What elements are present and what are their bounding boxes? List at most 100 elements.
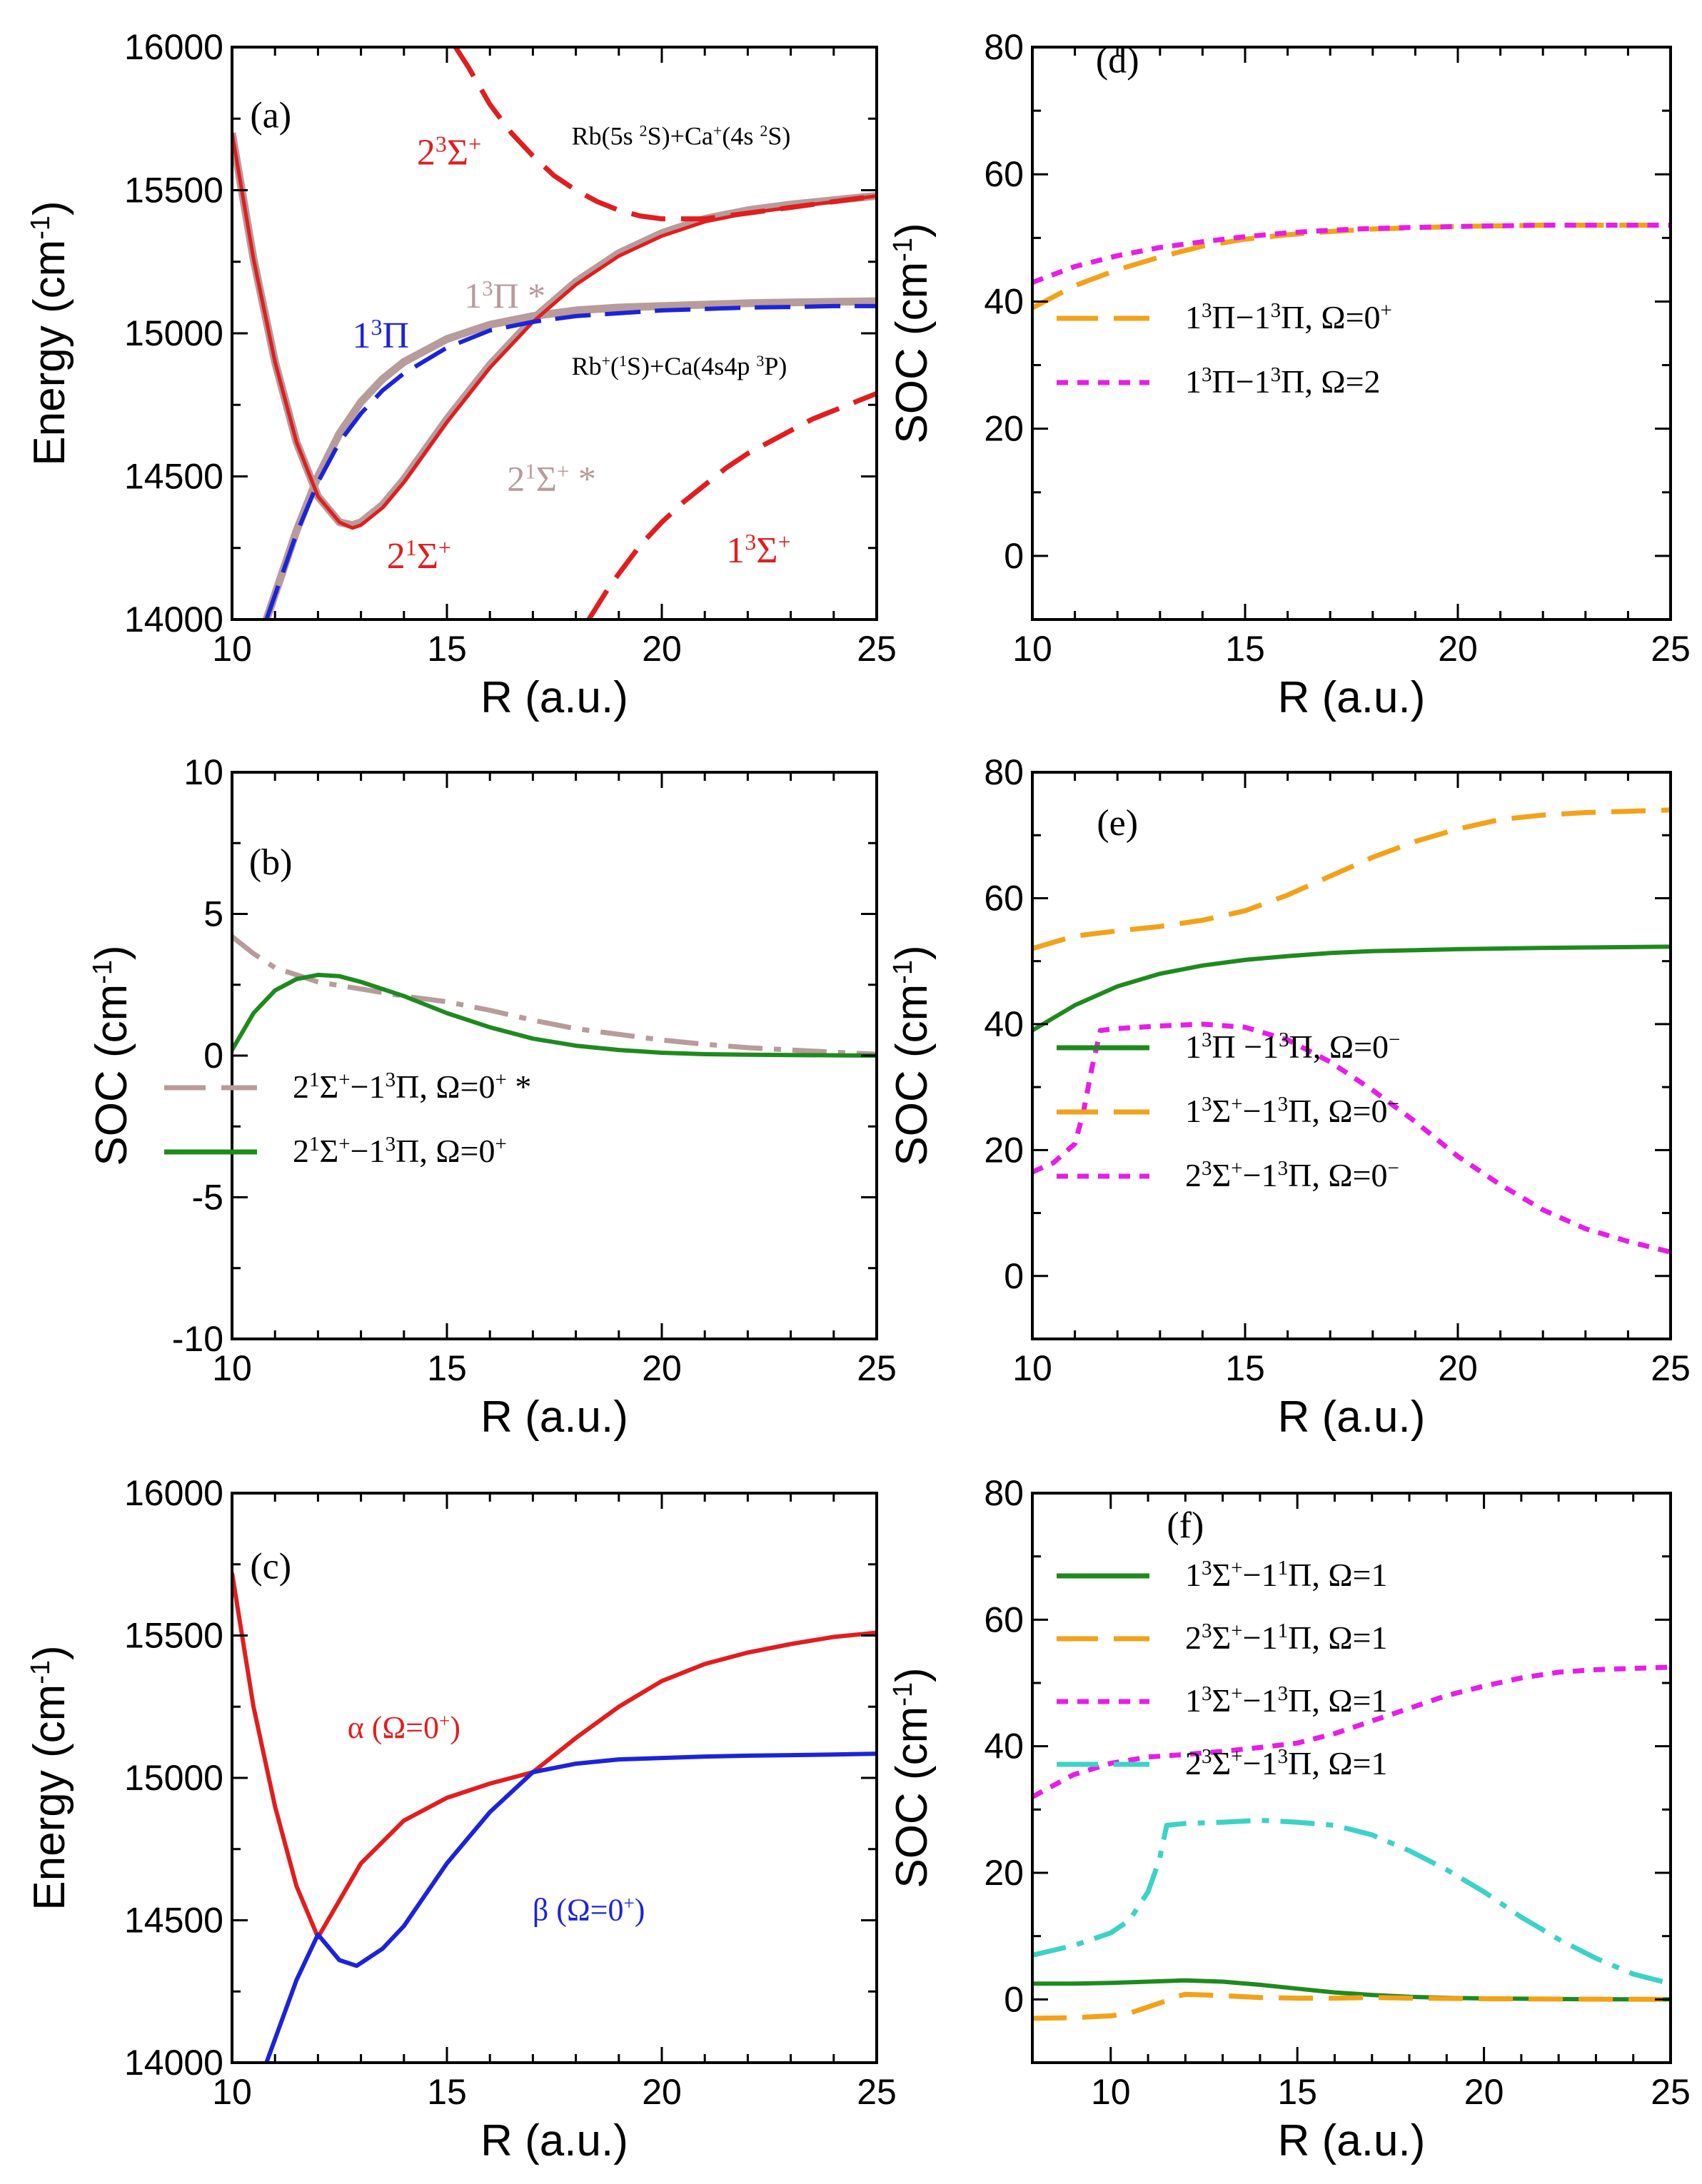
legend-item: 23Σ+−11Π, Ω=1 — [1057, 1619, 1387, 1656]
plot-frame — [1031, 771, 1672, 1340]
y-tick-label: 40 — [984, 1004, 1024, 1044]
series-e-2 — [1032, 807, 1671, 951]
legend-label: 13Π −13Π, Ω=0− — [1185, 1028, 1400, 1065]
y-tick-label: 14000 — [124, 2043, 223, 2083]
legend-label: 13Σ+−13Π, Ω=0− — [1185, 1093, 1399, 1129]
legend-label: 23Σ+−11Π, Ω=1 — [1185, 1619, 1387, 1656]
legend-label: 23Σ+−13Π, Ω=1 — [1185, 1745, 1387, 1781]
x-tick-label: 15 — [1225, 629, 1265, 669]
legend-item: 23Σ+−13Π, Ω=1 — [1057, 1745, 1387, 1781]
x-tick-label: 10 — [1012, 1348, 1052, 1388]
y-axis-label: SOC (cm-1) — [887, 945, 937, 1166]
series-f-2 — [1032, 1991, 1671, 2021]
legend-item: 13Σ+−13Π, Ω=0− — [1057, 1093, 1399, 1129]
plot-frame — [1031, 46, 1672, 621]
x-tick-label: 20 — [642, 2072, 682, 2112]
x-tick-label: 25 — [857, 629, 897, 669]
series-a-1 — [262, 297, 877, 620]
y-tick-label: 40 — [984, 1727, 1024, 1766]
y-tick-label: 40 — [984, 281, 1024, 321]
y-axis-label: Energy (cm-1) — [25, 1645, 74, 1910]
legend-item: 13Π −13Π, Ω=0− — [1057, 1028, 1400, 1065]
x-tick-label: 20 — [1464, 2072, 1504, 2112]
x-tick-label: 20 — [1438, 629, 1478, 669]
y-tick-label: 0 — [1004, 1256, 1024, 1296]
x-tick-label: 15 — [427, 2072, 467, 2112]
x-tick-label: 15 — [1277, 2072, 1317, 2112]
y-tick-label: -5 — [192, 1178, 223, 1218]
annotation: 13Σ+ — [726, 529, 790, 571]
series-d-1 — [1032, 223, 1671, 310]
annotation: 13Π * — [464, 275, 545, 315]
y-tick-label: 20 — [984, 1853, 1024, 1893]
y-tick-label: 20 — [984, 409, 1024, 449]
annotation: Rb+(1S)+Ca(4s4p 3P) — [572, 352, 787, 381]
panel-a: 10 15 20 25 14000 14500 15000 15500 16000 R (a.u.… — [25, 27, 897, 722]
legend-item: 13Π−13Π, Ω=0+ — [1057, 299, 1392, 335]
series-f-4 — [1032, 1817, 1671, 1986]
legend-label: 21Σ+−13Π, Ω=0+ — [293, 1133, 507, 1169]
series-a-6 — [586, 390, 877, 620]
legend-item: 21Σ+−13Π, Ω=0+ — [164, 1133, 507, 1169]
y-tick-label: 0 — [1004, 1979, 1024, 2019]
y-tick-label: 10 — [183, 752, 223, 792]
y-tick-label: 60 — [984, 154, 1024, 194]
panel-label: (b) — [249, 842, 293, 883]
series-f-1 — [1032, 1978, 1671, 2002]
x-tick-label: 10 — [1091, 2072, 1131, 2112]
legend-label: 13Σ+−13Π, Ω=1 — [1185, 1682, 1387, 1719]
x-tick-label: 10 — [212, 1348, 252, 1388]
x-axis-label: R (a.u.) — [480, 673, 628, 722]
x-tick-label: 25 — [1651, 629, 1691, 669]
y-tick-label: 80 — [984, 27, 1024, 67]
y-axis-label: SOC (cm-1) — [887, 1667, 937, 1888]
x-tick-label: 15 — [427, 629, 467, 669]
series-c-1 — [232, 1572, 877, 1940]
panel-e: 10 15 20 25 0 20 40 60 80 R (a.u.) SOC (cm-1) (e) 13… — [887, 752, 1691, 1442]
y-tick-label: 15500 — [124, 171, 223, 211]
x-tick-label: 25 — [857, 2072, 897, 2112]
x-tick-label: 10 — [212, 2072, 252, 2112]
x-axis-label: R (a.u.) — [480, 1392, 628, 1442]
panel-label: (e) — [1097, 803, 1138, 844]
x-axis-label: R (a.u.) — [1278, 673, 1426, 722]
x-tick-label: 10 — [212, 629, 252, 669]
legend-item: 13Σ+−11Π, Ω=1 — [1057, 1557, 1387, 1593]
y-tick-label: 0 — [203, 1036, 223, 1076]
series-d-2 — [1032, 223, 1671, 285]
panel-label: (d) — [1096, 41, 1139, 81]
x-tick-label: 10 — [1012, 629, 1052, 669]
y-axis-label: SOC (cm-1) — [887, 223, 937, 443]
y-tick-label: 0 — [1004, 536, 1024, 576]
legend-label: 13Σ+−11Π, Ω=1 — [1185, 1557, 1387, 1593]
x-tick-label: 25 — [1651, 1348, 1691, 1388]
series-e-3 — [1032, 1021, 1671, 1255]
x-tick-label: 15 — [427, 1348, 467, 1388]
y-tick-label: -10 — [172, 1319, 223, 1359]
legend-label: 13Π−13Π, Ω=0+ — [1185, 299, 1392, 335]
annotation: α (Ω=0+) — [348, 1710, 460, 1745]
y-tick-label: 15000 — [124, 1758, 223, 1798]
legend-item: 21Σ+−13Π, Ω=0+ * — [164, 1068, 531, 1105]
y-tick-label: 60 — [984, 878, 1024, 918]
x-tick-label: 15 — [1225, 1348, 1265, 1388]
legend-item: 13Σ+−13Π, Ω=1 — [1057, 1682, 1387, 1719]
series-a-4 — [264, 303, 877, 620]
x-tick-label: 20 — [642, 1348, 682, 1388]
x-axis-label: R (a.u.) — [480, 2116, 628, 2165]
y-tick-label: 60 — [984, 1599, 1024, 1639]
panel-label: (f) — [1167, 1505, 1204, 1546]
panel-d: 10 15 20 25 0 20 40 60 80 R (a.u.) SOC (cm-1) (d) 13… — [887, 27, 1691, 722]
legend-label: 21Σ+−13Π, Ω=0+ * — [293, 1068, 531, 1105]
panel-c: 10 15 20 25 14000 14500 15000 15500 16000 R (a.u.… — [25, 1473, 897, 2165]
series-f-3 — [1032, 1664, 1671, 1799]
y-tick-label: 5 — [203, 894, 223, 934]
y-tick-label: 14000 — [124, 600, 223, 639]
y-tick-label: 80 — [984, 752, 1024, 792]
x-tick-label: 25 — [1651, 2072, 1691, 2112]
plot-frame — [1031, 1492, 1672, 2064]
series-c-2 — [264, 1751, 877, 2063]
y-tick-label: 14500 — [124, 457, 223, 497]
x-tick-label: 25 — [857, 1348, 897, 1388]
